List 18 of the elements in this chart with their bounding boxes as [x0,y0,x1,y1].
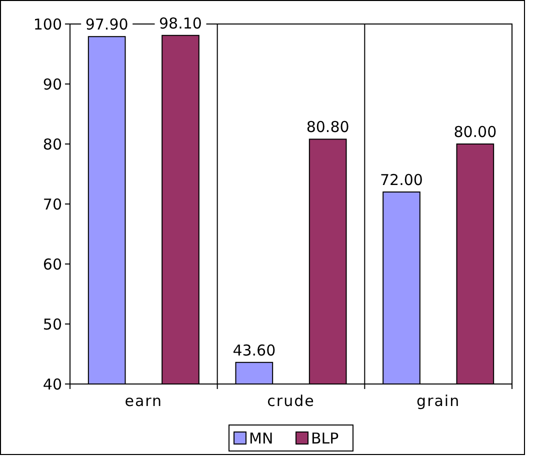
y-tick-label: 40 [42,375,62,394]
x-tick-label: crude [267,392,315,410]
x-tick-label: grain [416,392,460,410]
x-tick-label: earn [124,392,163,410]
y-tick-label: 50 [42,315,62,334]
y-tick-label: 100 [33,15,62,34]
y-tick-label: 80 [42,135,62,154]
legend-label: BLP [311,429,339,448]
data-label: 43.60 [232,341,276,360]
y-tick-label: 90 [42,75,62,94]
data-label: 72.00 [380,171,423,189]
data-label: 80.80 [306,118,350,136]
legend-label: MN [249,429,274,448]
data-label: 80.00 [454,123,497,141]
data-label: 98.10 [159,14,202,32]
y-tick-label: 60 [42,255,62,274]
data-label: 97.90 [85,16,128,34]
y-tick-label: 70 [42,195,62,214]
